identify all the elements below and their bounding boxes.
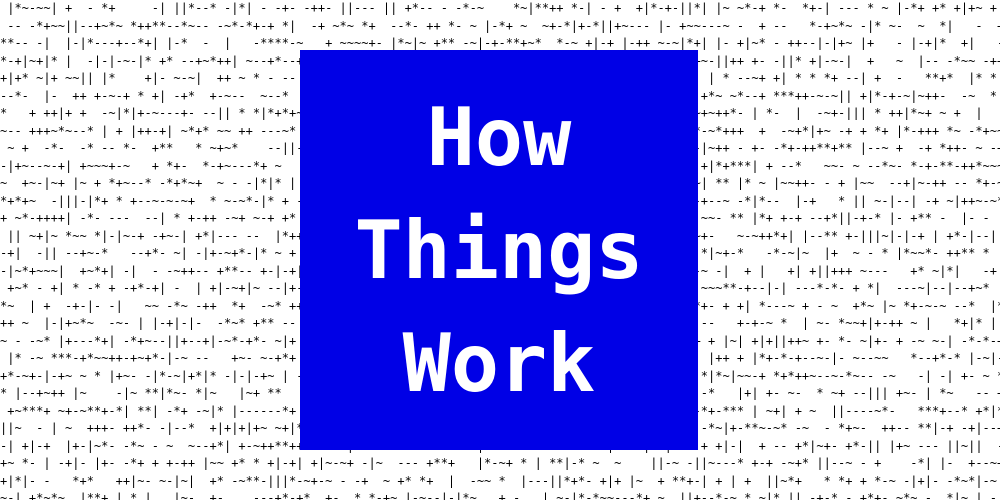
title-line-3: Work xyxy=(402,316,596,410)
noise-row: -- -*+~~||--+~*~ *++**--*~-- -~*-*+-+ *|… xyxy=(0,18,1000,33)
noise-row: **-- -| |-|*---+--*+| |-* - | -****-~ + … xyxy=(0,36,1000,50)
noise-row: +~ *- | -+|- |+- -*+ + +-++ |~~ +* * +|-… xyxy=(0,456,1000,470)
title-line-2: Things xyxy=(354,203,644,297)
title-panel: How Things Work xyxy=(300,50,698,450)
noise-row: ~-| +*~*~ |**+ | * | |~- +- ---+*-+* +- … xyxy=(0,491,1000,500)
title-line-1: How xyxy=(426,90,572,184)
noise-row: |*~-~~| + - *+ -| ||*--* -|*| - -+- -++-… xyxy=(0,1,1000,15)
noise-row: +|*|- - *+* ++|~- ~-|~| +* -~**-|||*-~+-… xyxy=(0,473,1000,488)
